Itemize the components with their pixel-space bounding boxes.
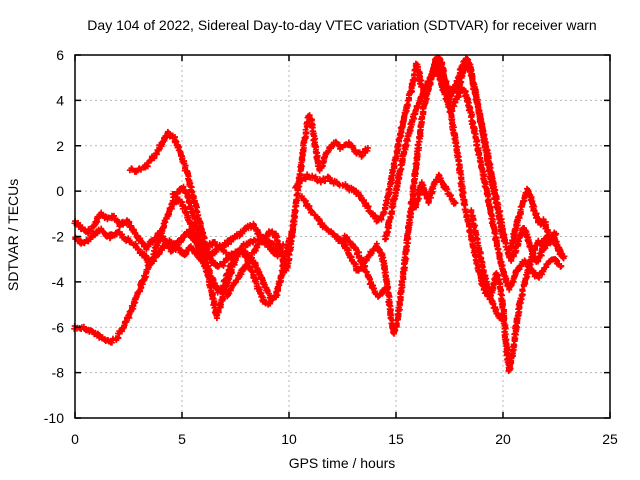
- y-tick-label: -2: [52, 229, 65, 245]
- y-tick-label: 4: [56, 92, 64, 108]
- chart-title: Day 104 of 2022, Sidereal Day-to-day VTE…: [87, 17, 597, 33]
- x-tick-label: 15: [388, 431, 404, 447]
- x-tick-label: 25: [602, 431, 618, 447]
- y-tick-label: -10: [44, 410, 64, 426]
- y-tick-label: -8: [52, 365, 65, 381]
- y-tick-label: 6: [56, 47, 64, 63]
- data-series-trace-13: [341, 232, 388, 300]
- x-tick-label: 0: [71, 431, 79, 447]
- y-tick-label: 0: [56, 183, 64, 199]
- x-tick-label: 10: [281, 431, 297, 447]
- data-series-trace-11: [506, 185, 566, 260]
- data-series-trace-12: [411, 171, 459, 211]
- x-tick-label: 20: [495, 431, 511, 447]
- data-series-trace-6: [224, 112, 371, 300]
- x-tick-label: 5: [178, 431, 186, 447]
- y-tick-label: -6: [52, 319, 65, 335]
- data-series-trace-14: [436, 55, 506, 322]
- y-tick-label: 2: [56, 138, 64, 154]
- data-series-trace-8: [382, 64, 565, 293]
- x-axis-title: GPS time / hours: [288, 455, 396, 471]
- y-tick-label: -4: [52, 274, 65, 290]
